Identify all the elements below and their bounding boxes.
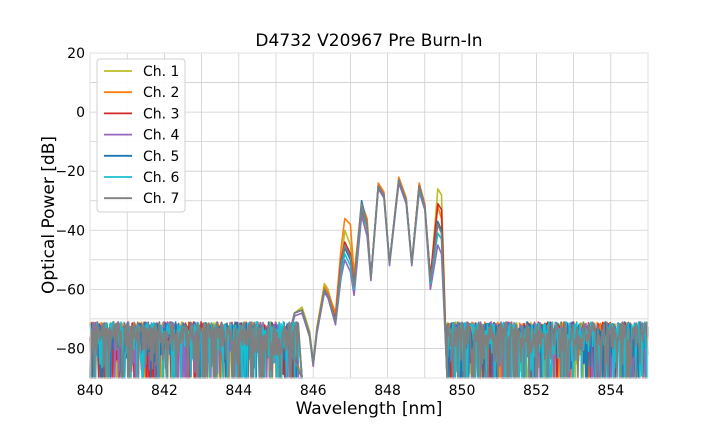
y-tick-label: −40	[55, 223, 85, 239]
legend: Ch. 1 Ch. 2 Ch. 3 Ch. 4 Ch. 5 Ch. 6 Ch. 7	[96, 58, 186, 213]
x-tick-labels: 840 842 844 846 848 850 852 854	[77, 383, 625, 399]
series-line-ch-7	[89, 179, 649, 379]
x-tick-label: 852	[523, 383, 550, 399]
y-tick-label: 0	[76, 105, 85, 121]
x-tick-label: 846	[300, 383, 327, 399]
legend-label: Ch. 4	[143, 128, 180, 144]
x-tick-label: 848	[374, 383, 401, 399]
y-tick-label: −20	[55, 164, 85, 180]
x-tick-label: 842	[151, 383, 178, 399]
y-tick-label: 20	[67, 46, 85, 62]
legend-label: Ch. 3	[143, 106, 179, 122]
legend-box	[96, 58, 186, 213]
x-tick-label: 844	[225, 383, 252, 399]
x-tick-label: 854	[597, 383, 624, 399]
legend-label: Ch. 6	[143, 170, 180, 186]
y-tick-label: −80	[55, 341, 85, 357]
y-tick-label: −60	[55, 282, 85, 298]
y-tick-labels: −80 −60 −40 −20 0 20	[55, 46, 85, 357]
legend-label: Ch. 7	[143, 191, 179, 207]
x-tick-label: 840	[77, 383, 104, 399]
legend-label: Ch. 2	[143, 85, 179, 101]
legend-label: Ch. 5	[143, 149, 179, 165]
x-axis-label: Wavelength [nm]	[296, 399, 443, 419]
chart-title: D4732 V20967 Pre Burn-In	[255, 31, 482, 51]
x-tick-label: 850	[449, 383, 476, 399]
legend-label: Ch. 1	[143, 64, 179, 80]
y-axis-label: Optical Power [dB]	[39, 136, 59, 294]
series-layer	[89, 176, 649, 379]
plot-frame	[89, 52, 649, 379]
